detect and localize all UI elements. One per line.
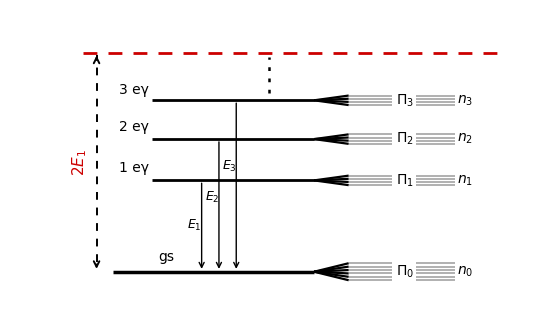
- Text: $n_1$: $n_1$: [457, 173, 473, 188]
- Text: $E_3$: $E_3$: [222, 159, 237, 174]
- Text: $\Pi_2$: $\Pi_2$: [396, 131, 414, 147]
- Text: $E_1$: $E_1$: [187, 218, 202, 233]
- Text: gs: gs: [158, 250, 175, 264]
- Text: $\Pi_1$: $\Pi_1$: [396, 172, 414, 188]
- Text: 1 eγ: 1 eγ: [119, 162, 150, 176]
- Text: $n_3$: $n_3$: [457, 93, 473, 108]
- Text: $\Pi_0$: $\Pi_0$: [396, 264, 415, 280]
- Text: $\Pi_3$: $\Pi_3$: [396, 92, 414, 109]
- Text: $E_2$: $E_2$: [205, 190, 219, 205]
- Text: $n_0$: $n_0$: [457, 265, 473, 279]
- Text: 2 eγ: 2 eγ: [119, 120, 150, 134]
- Text: 3 eγ: 3 eγ: [119, 83, 150, 97]
- Text: $n_2$: $n_2$: [457, 132, 473, 146]
- Text: $2E_1$: $2E_1$: [70, 149, 89, 176]
